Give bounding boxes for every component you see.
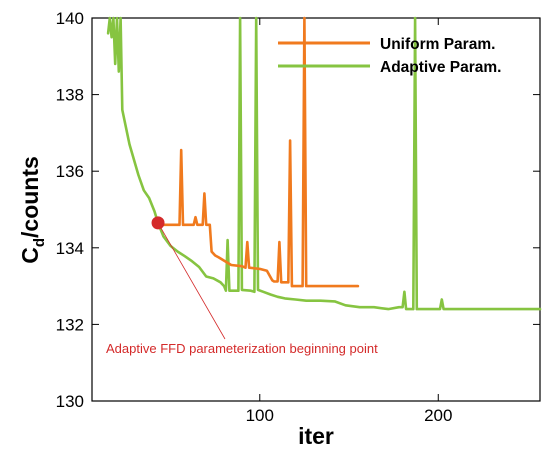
annotation-leader-line [157, 222, 226, 340]
y-tick-label: 138 [56, 86, 84, 105]
y-axis-title-main: C [17, 247, 43, 264]
annotation-layer: Adaptive FFD parameterization beginning … [106, 216, 378, 356]
legend: Uniform Param. Adaptive Param. [278, 36, 501, 76]
plot-area [91, 17, 541, 402]
series-layer [106, 16, 542, 311]
axis-ticks: 130 132 134 136 138 140 100 200 [56, 9, 540, 425]
plot-frame [91, 17, 541, 402]
x-axis-title: iter [298, 423, 334, 449]
series-line-uniform [156, 16, 360, 288]
y-axis-title: Cd/counts [17, 156, 48, 264]
y-tick-label: 130 [56, 392, 84, 411]
series-line-adaptive [106, 16, 542, 311]
legend-label-adaptive: Adaptive Param. [380, 59, 501, 76]
y-tick-label: 136 [56, 162, 84, 181]
legend-label-uniform: Uniform Param. [380, 36, 495, 53]
y-tick-label: 134 [56, 239, 84, 258]
y-axis-title-subscript: d [31, 238, 48, 247]
x-tick-label: 100 [246, 406, 274, 425]
y-tick-label: 140 [56, 9, 84, 28]
y-axis-title-suffix: /counts [17, 156, 43, 238]
annotation-marker [151, 216, 165, 230]
y-tick-label: 132 [56, 315, 84, 334]
annotation-text: Adaptive FFD parameterization beginning … [106, 341, 378, 356]
x-tick-label: 200 [424, 406, 452, 425]
